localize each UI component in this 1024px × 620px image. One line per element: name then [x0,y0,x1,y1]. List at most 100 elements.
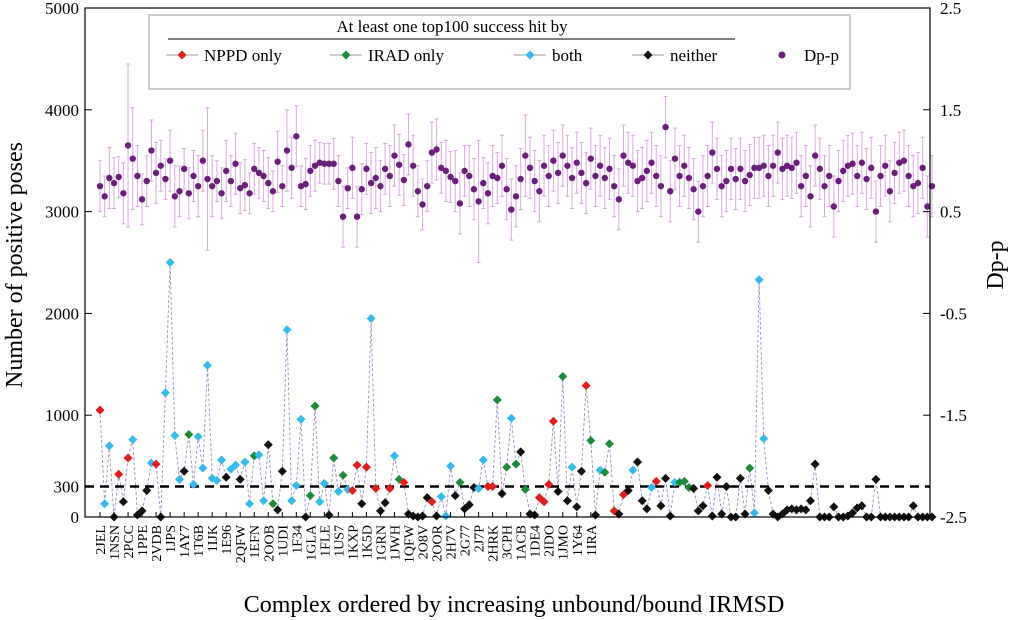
pose-point-both [193,432,203,442]
dpp-point [825,172,833,180]
dpp-point [475,198,482,205]
dpp-point [662,123,669,131]
dpp-point [704,172,711,180]
x-tick-label: 1NSN [108,525,123,560]
dpp-point [774,149,781,156]
pose-point-neither [179,466,189,476]
dpp-point [835,177,842,185]
x-tick-label: 1IJK [206,525,221,552]
dpp-point [522,152,529,159]
pose-point-neither [576,466,586,476]
pose-point-neither [665,511,675,521]
pose-point-both [647,482,657,492]
legend-box [148,14,851,90]
dpp-point [480,179,487,187]
dpp-point [106,174,113,182]
pose-point-both [104,441,114,451]
dpp-point [573,159,580,166]
dpp-point [494,174,501,182]
dpp-point [741,177,749,185]
dpp-point [512,193,520,200]
plot-frame [84,7,931,518]
dpp-point [601,174,609,182]
pose-point-both [212,475,222,485]
legend-label-irad: IRAD only [368,46,445,65]
pose-point-nppd [361,462,371,472]
pose-point-neither [614,509,624,519]
dpp-point [624,159,632,166]
dpp-point [279,182,286,190]
dpp-point [484,190,492,197]
pose-point-both [296,414,306,424]
dpp-point [924,203,931,210]
dpp-point [194,182,202,190]
legend-entries: NPPD only IRAD only both neither Dp-p [166,46,839,65]
pose-point-neither [740,509,750,519]
pose-point-both [282,325,292,335]
dpp-point [723,177,730,185]
legend: At least one top100 success hit by NPPD … [148,14,851,90]
dpp-point [288,164,295,172]
data-points [95,258,937,522]
dpp-point [793,159,800,166]
dpp-point [96,182,104,190]
dpp-point [751,164,758,172]
dpp-point [353,213,361,220]
x-tick-label: 1US7 [332,525,347,557]
pose-point-nppd [352,460,362,470]
x-tick-label: 1UDI [276,525,291,557]
pose-point-both [749,508,759,518]
pose-point-nppd [609,506,619,516]
dpp-point [405,141,412,148]
dpp-point [162,175,169,183]
pose-point-both [100,499,110,509]
dpp-point [157,162,164,169]
pose-point-irad [511,459,521,469]
pose-point-neither [516,447,526,457]
dpp-point [718,182,725,190]
dpp-point [765,172,772,180]
pose-point-neither [450,491,460,501]
x-tick-label: 1GRN [374,525,389,562]
legend-marker-nppd [177,50,187,60]
dpp-point [335,177,342,185]
x-axis-title: Complex ordered by increasing unbound/bo… [244,592,785,618]
pose-point-irad [679,476,689,486]
pose-point-neither [142,486,152,496]
dpp-point [854,172,861,180]
x-tick-label: 2J7P [473,525,488,552]
dpp-point [339,213,347,220]
x-tick-label: 2JEL [94,525,109,555]
dpp-point [886,188,894,195]
pose-point-irad [310,401,320,411]
dpp-point [344,184,351,192]
dpp-point [606,165,613,173]
dpp-point [129,155,136,162]
dpp-point [568,174,576,182]
pose-point-irad [268,499,278,509]
pose-point-neither [221,472,231,482]
pose-point-neither [118,497,128,507]
pose-point-both [291,480,301,490]
pose-point-both [231,460,241,470]
legend-marker-both [525,50,535,60]
dpp-point [592,172,599,180]
pose-point-both [160,388,170,398]
dpp-point [232,160,239,167]
dpp-point [265,179,272,187]
dpp-point [615,196,623,203]
dpp-point [737,165,744,173]
dpp-point [648,159,655,166]
pose-point-both [217,455,227,465]
dpp-point [900,157,908,164]
dpp-point [709,149,716,156]
dpp-point [802,172,809,180]
x-tick-label: 2OOR [431,524,446,561]
pose-point-nppd [581,381,591,391]
dpp-point [363,165,370,173]
dpp-point [685,174,693,182]
dpp-point [283,147,291,154]
right-tick-label: -2.5 [940,508,967,527]
dpp-point [559,152,566,159]
pose-point-both [628,465,638,475]
